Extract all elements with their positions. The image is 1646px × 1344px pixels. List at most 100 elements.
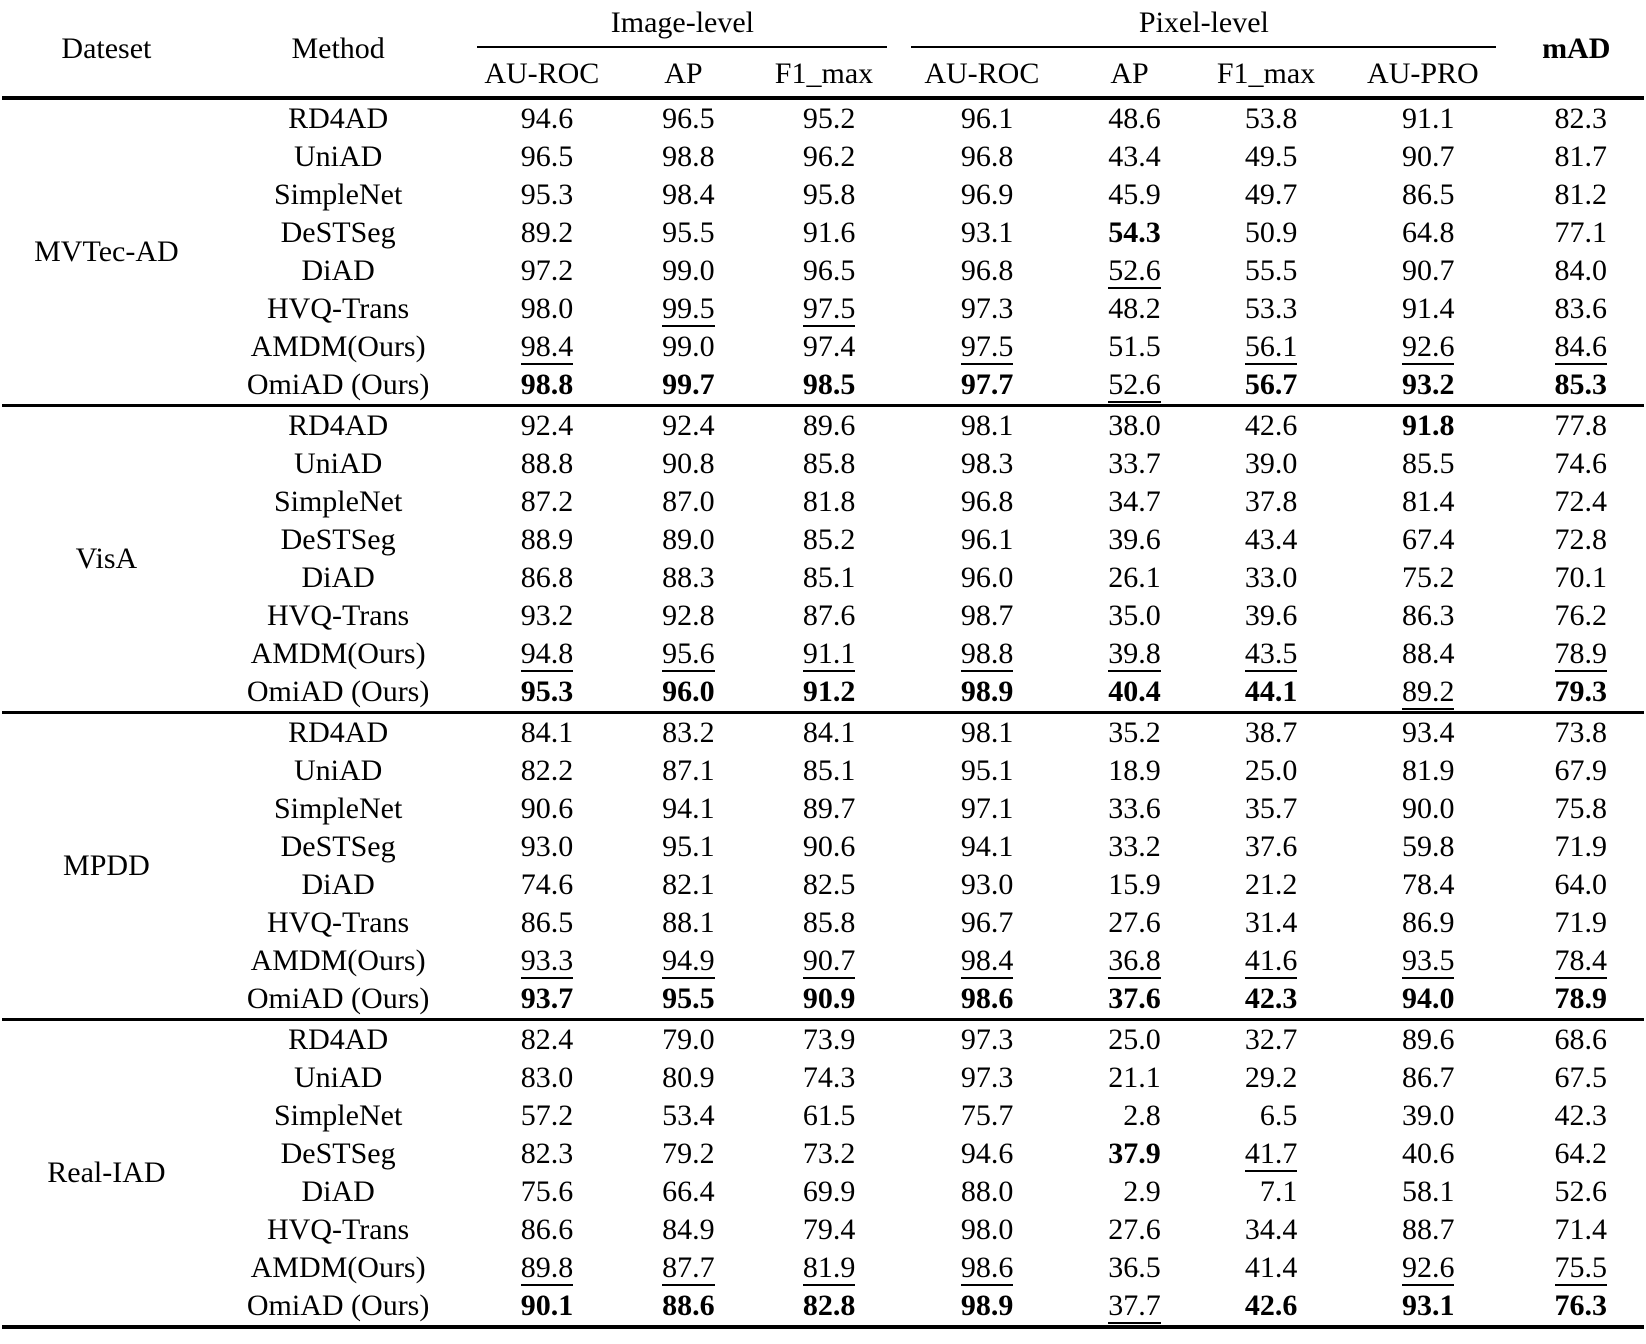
metric-value: 90.6 [802, 830, 856, 863]
metric-value: 94.1 [662, 792, 715, 825]
metric-value: 49.7 [1244, 178, 1298, 211]
metric-value: 77.8 [1554, 409, 1608, 442]
metric-value: 40.6 [1401, 1137, 1455, 1170]
metric-value: 91.1 [1401, 102, 1455, 135]
metric-value: 59.8 [1401, 830, 1455, 863]
metric-value: 81.9 [1401, 754, 1455, 787]
metric-value: 97.5 [802, 292, 856, 327]
metric-value: 87.6 [802, 599, 856, 632]
table-row: UniAD 82.2 87.1 85.1 95.1 18.9 25.0 81.9 67.9 [2, 752, 1644, 790]
table-row: SimpleNet 90.6 94.1 89.7 97.1 33.6 35.7 90.0 75.… [2, 790, 1644, 828]
metric-value: 96.5 [802, 254, 856, 287]
metric-value: 64.0 [1554, 868, 1608, 901]
metric-value: 41.4 [1244, 1251, 1298, 1284]
table-row: DeSTSeg 93.0 95.1 90.6 94.1 33.2 37.6 59.8 71.9 [2, 828, 1644, 866]
metric-value: 96.5 [520, 140, 574, 173]
metric-value: 98.3 [960, 447, 1014, 480]
dataset-label: MPDD [2, 712, 211, 1021]
metric-value: 98.1 [960, 716, 1014, 749]
metric-value: 98.5 [748, 366, 900, 407]
metric-value: 98.9 [960, 1289, 1014, 1322]
metric-value: 41.7 [1244, 1137, 1298, 1172]
method-label: OmiAD (Ours) [210, 980, 466, 1021]
metric-value: 93.2 [1337, 366, 1509, 407]
metric-value: 84.1 [520, 716, 574, 749]
metric-value: 57.2 [520, 1099, 574, 1132]
metric-value: 82.3 [520, 1137, 574, 1170]
table-row: UniAD 96.5 98.8 96.2 96.8 43.4 49.5 90.7 81.7 [2, 138, 1644, 176]
metric-value: 34.4 [1244, 1213, 1298, 1246]
metric-value: 67.5 [1554, 1061, 1608, 1094]
metric-value: 88.4 [1401, 637, 1455, 670]
metric-value: 96.1 [960, 523, 1014, 556]
metric-value: 27.6 [1108, 1213, 1161, 1246]
col-header-mad: mAD [1508, 2, 1644, 100]
metric-value: 43.4 [1108, 140, 1161, 173]
metric-value: 83.6 [1554, 292, 1608, 325]
image-level-rule: Image-level [477, 6, 888, 48]
metric-value: 85.1 [802, 754, 856, 787]
metric-value: 56.1 [1244, 330, 1298, 365]
metric-value: 42.3 [1194, 980, 1338, 1021]
metric-value: 98.4 [662, 178, 715, 211]
table-row: MPDD RD4AD 84.1 83.2 84.1 98.1 35.2 38.7 93.4 73.… [2, 712, 1644, 1021]
method-label: HVQ-Trans [266, 292, 410, 325]
metric-value: 91.1 [802, 637, 856, 672]
metric-value: 48.6 [1108, 102, 1161, 135]
metric-value: 95.6 [662, 637, 715, 672]
metric-value: 90.6 [520, 792, 574, 825]
metric-value: 87.7 [662, 1251, 715, 1286]
table-row: MVTec-AD RD4AD 94.6 96.5 95.2 96.1 48.6 53.8 91.… [2, 98, 1644, 407]
metric-value: 90.7 [802, 944, 856, 979]
metric-value: 41.6 [1244, 944, 1298, 979]
col-header-method: Method [210, 2, 466, 100]
metric-value: 98.6 [960, 1251, 1014, 1286]
metric-value: 75.8 [1554, 792, 1608, 825]
group-header-image-level: Image-level [465, 2, 899, 52]
table-row: HVQ-Trans 98.0 99.5 97.5 97.3 48.2 53.3 91.4 83.… [2, 290, 1644, 328]
table-row: OmiAD (Ours) 98.8 99.7 98.5 97.7 52.6 56.7 93.2… [2, 366, 1644, 407]
col-header-pixel-f1max: F1_max [1194, 52, 1338, 100]
metric-value: 52.6 [1108, 254, 1161, 289]
method-label: DiAD [301, 868, 375, 901]
metric-value: 27.6 [1108, 906, 1161, 939]
metric-value: 71.4 [1554, 1213, 1608, 1246]
method-label: AMDM(Ours) [250, 330, 426, 363]
metric-value: 78.4 [1554, 944, 1607, 979]
metric-value: 93.5 [1401, 944, 1455, 979]
method-label: DiAD [301, 254, 375, 287]
metric-value: 96.5 [662, 102, 715, 135]
table-row: DeSTSeg 82.3 79.2 73.2 94.6 37.9 41.7 40.6 64.2 [2, 1135, 1644, 1173]
metric-value: 37.9 [1108, 1137, 1161, 1170]
metric-value: 93.1 [960, 216, 1014, 249]
metric-value: 21.2 [1244, 868, 1298, 901]
method-label: SimpleNet [273, 792, 403, 825]
metric-value: 96.7 [960, 906, 1014, 939]
metric-value: 68.6 [1554, 1023, 1608, 1056]
metric-value: 92.8 [662, 599, 715, 632]
metric-value: 86.8 [520, 561, 574, 594]
metric-value: 67.9 [1554, 754, 1608, 787]
metric-value: 72.8 [1554, 523, 1608, 556]
metric-value: 96.9 [960, 178, 1014, 211]
metric-value: 88.9 [520, 523, 574, 556]
metric-value: 88.8 [520, 447, 574, 480]
metric-value: 98.8 [662, 140, 715, 173]
table-row: DiAD 97.2 99.0 96.5 96.8 52.6 55.5 90.7 84.0 [2, 252, 1644, 290]
metric-value: 81.2 [1554, 178, 1608, 211]
table-row: UniAD 83.0 80.9 74.3 97.3 21.1 29.2 86.7 67.5 [2, 1059, 1644, 1097]
metric-value: 39.8 [1108, 637, 1161, 672]
metric-value: 96.8 [960, 140, 1014, 173]
table-row: DiAD 86.8 88.3 85.1 96.0 26.1 33.0 75.2 70.1 [2, 559, 1644, 597]
metric-value: 93.3 [520, 944, 574, 979]
metric-value: 39.6 [1108, 523, 1161, 556]
metric-value: 85.8 [802, 447, 856, 480]
metric-value: 40.4 [1064, 673, 1195, 714]
metric-value: 90.8 [662, 447, 715, 480]
metric-value: 89.7 [802, 792, 856, 825]
metric-value: 98.7 [960, 599, 1014, 632]
dataset-label: VisA [2, 405, 211, 714]
table-row: AMDM(Ours) 93.3 94.9 90.7 98.4 36.8 41.6 93.5 78… [2, 942, 1644, 980]
method-label: DiAD [301, 561, 375, 594]
metric-value: 72.4 [1554, 485, 1608, 518]
